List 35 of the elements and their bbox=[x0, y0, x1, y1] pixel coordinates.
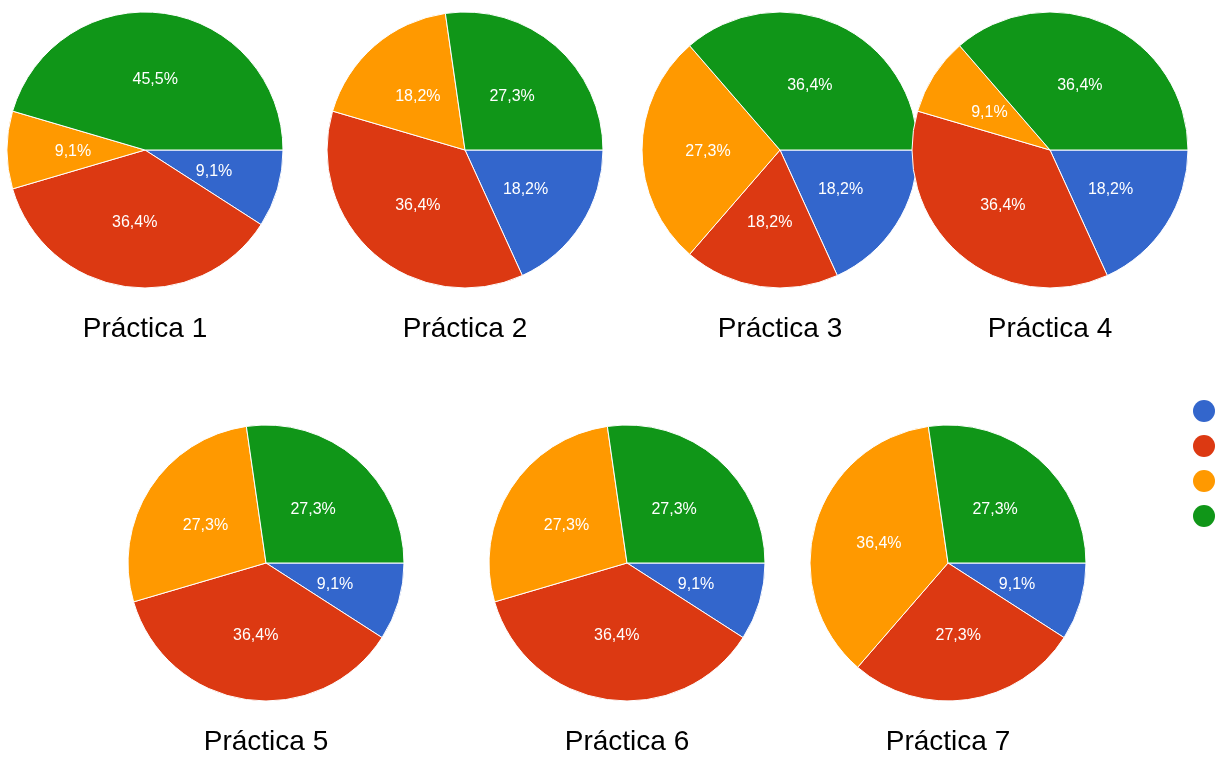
data-label: 27,3% bbox=[651, 500, 697, 518]
data-label: 9,1% bbox=[195, 161, 233, 179]
data-label: 9,1% bbox=[316, 574, 354, 592]
data-label: 36,4% bbox=[233, 625, 279, 643]
data-label: 18,2% bbox=[817, 180, 864, 198]
text: Práctica 5 bbox=[203, 724, 329, 756]
data-label: 27,3% bbox=[685, 141, 731, 159]
data-label: 45,5% bbox=[132, 70, 178, 88]
data-label: 36,4% bbox=[856, 534, 902, 552]
data-label: 27,3% bbox=[489, 87, 535, 105]
data-label: 18,2% bbox=[747, 212, 793, 230]
data-label: 27,3% bbox=[972, 500, 1018, 518]
data-label: 9,1% bbox=[677, 574, 715, 592]
text: Práctica 1 bbox=[82, 311, 208, 343]
data-label: 36,4% bbox=[112, 212, 158, 230]
data-label: 27,3% bbox=[543, 515, 590, 533]
data-label: 36,4% bbox=[980, 195, 1026, 213]
data-label: 9,1% bbox=[971, 102, 1008, 120]
text: Práctica 6 bbox=[564, 724, 690, 756]
text: Práctica 7 bbox=[885, 724, 1011, 756]
data-label: 36,4% bbox=[787, 76, 833, 94]
data-label: 36,4% bbox=[1057, 76, 1103, 94]
text: Práctica 2 bbox=[402, 311, 528, 343]
data-label: 36,4% bbox=[594, 625, 640, 643]
data-label: 9,1% bbox=[54, 141, 92, 159]
data-label: 18,2% bbox=[1087, 180, 1134, 198]
text: Práctica 4 bbox=[987, 311, 1113, 343]
data-label: 27,3% bbox=[182, 515, 229, 533]
data-label: 27,3% bbox=[290, 500, 336, 518]
data-label: 27,3% bbox=[935, 625, 981, 643]
text: Práctica 3 bbox=[717, 311, 843, 343]
data-label: 18,2% bbox=[395, 87, 441, 105]
data-label: 9,1% bbox=[998, 574, 1036, 592]
data-label: 36,4% bbox=[395, 195, 441, 213]
data-label: 18,2% bbox=[502, 180, 549, 198]
